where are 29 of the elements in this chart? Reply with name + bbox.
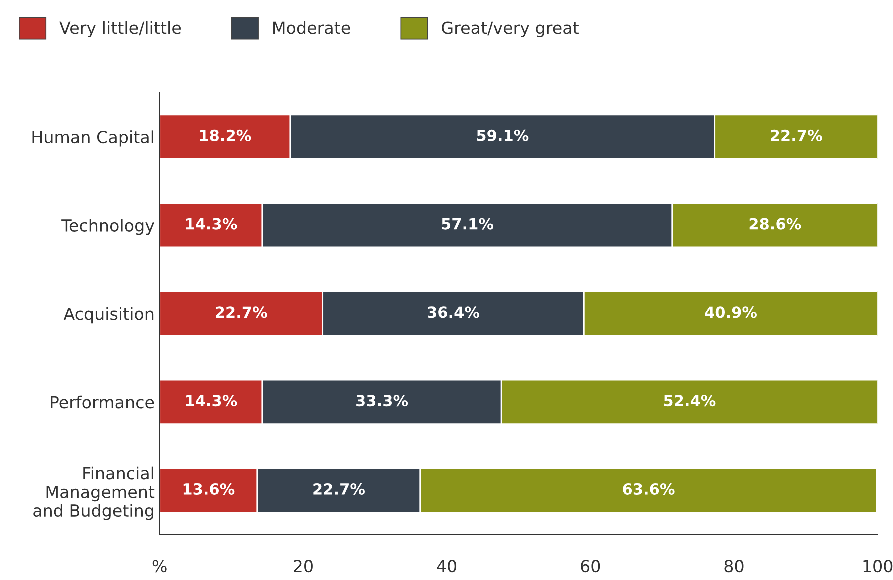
x-tick-label: 80: [724, 560, 744, 573]
data-label: 59.1%: [477, 130, 529, 142]
y-tick-label: Financial Management and Budgeting: [34, 466, 155, 520]
data-label: 36.4%: [428, 306, 480, 318]
data-label: 14.3%: [186, 395, 238, 407]
data-label: 28.6%: [750, 218, 802, 230]
x-tick-label: 20: [294, 560, 313, 573]
y-tick-label: Acquisition: [64, 307, 154, 324]
x-tick-label: %: [152, 560, 167, 573]
data-label: 13.6%: [184, 483, 235, 495]
data-label: 57.1%: [442, 218, 494, 230]
legend-label: Moderate: [274, 21, 350, 34]
x-tick-label: 100: [864, 560, 893, 573]
legend-label: Very little/little: [60, 21, 181, 38]
data-label: 22.7%: [216, 306, 268, 318]
data-label: 52.4%: [664, 395, 716, 407]
x-tick-label: 40: [437, 560, 457, 573]
data-label: 63.6%: [623, 483, 675, 495]
data-label: 14.3%: [186, 218, 238, 230]
data-label: 40.9%: [705, 306, 758, 318]
y-tick-label: Technology: [62, 219, 154, 236]
data-label: 22.7%: [314, 483, 365, 495]
data-label: 33.3%: [356, 395, 408, 407]
x-tick-label: 60: [581, 560, 600, 573]
data-label: 18.2%: [200, 130, 252, 142]
y-tick-label: Human Capital: [32, 130, 154, 147]
y-tick-label: Performance: [51, 396, 154, 409]
legend-label: Great/very great: [442, 22, 579, 38]
data-label: 22.7%: [771, 130, 822, 142]
